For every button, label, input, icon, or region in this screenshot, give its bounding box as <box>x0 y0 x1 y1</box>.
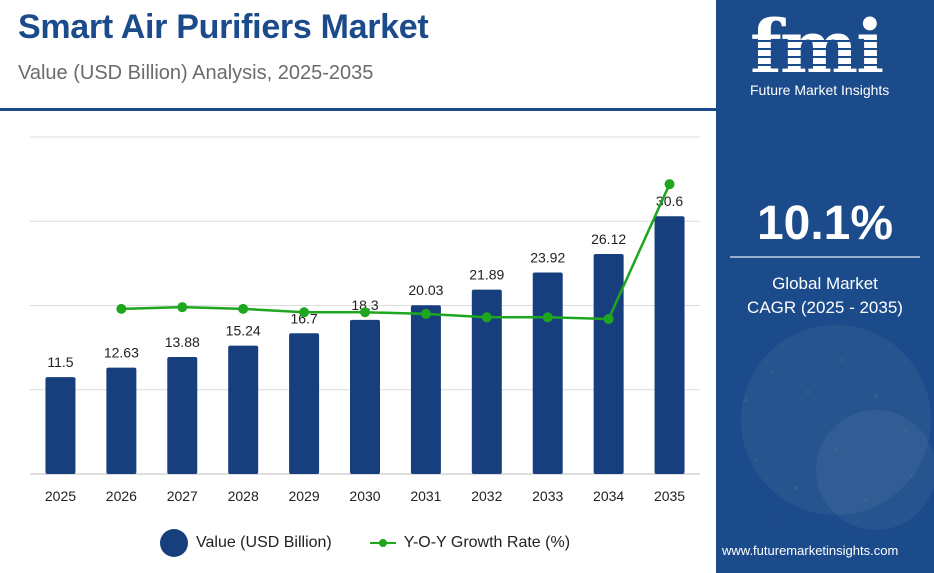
x-tick-2025: 2025 <box>45 488 76 504</box>
data-label-2034: 26.12 <box>591 231 626 247</box>
growth-point-2029 <box>299 307 310 318</box>
bar-2033 <box>532 272 563 474</box>
logo-stripes <box>750 34 910 82</box>
bar-2031 <box>410 305 441 474</box>
x-tick-2034: 2034 <box>593 488 624 504</box>
x-tick-2032: 2032 <box>471 488 502 504</box>
bar-2026 <box>106 367 137 474</box>
website-link[interactable]: www.futuremarketinsights.com <box>722 543 899 558</box>
data-label-2029: 16.7 <box>290 310 317 326</box>
bar-2034 <box>593 253 624 474</box>
cagr-label-line2: CAGR (2025 - 2035) <box>747 298 903 317</box>
growth-point-2031 <box>420 308 431 319</box>
data-label-2027: 13.88 <box>165 334 200 350</box>
legend-item-value: Value (USD Billion) <box>160 529 332 557</box>
logo-icon: fmi <box>750 8 910 88</box>
growth-point-2026 <box>116 303 127 314</box>
cagr-label: Global Market CAGR (2025 - 2035) <box>716 272 934 320</box>
growth-point-2033 <box>542 312 553 323</box>
bar-2028 <box>228 345 259 474</box>
bar-2035 <box>654 216 685 474</box>
header: Smart Air Purifiers Market Value (USD Bi… <box>0 0 716 112</box>
sidebar: fmi Future Market Insights 10.1% Global … <box>716 0 934 573</box>
cagr-value: 10.1% <box>756 197 894 250</box>
x-tick-2033: 2033 <box>532 488 563 504</box>
data-label-2031: 20.03 <box>408 282 443 298</box>
x-tick-2031: 2031 <box>410 488 441 504</box>
data-label-2032: 21.89 <box>469 267 504 283</box>
x-tick-2027: 2027 <box>167 488 198 504</box>
legend-item-growth: Y-O-Y Growth Rate (%) <box>369 534 571 552</box>
x-tick-2028: 2028 <box>228 488 259 504</box>
header-divider <box>0 108 716 111</box>
bar-2030 <box>350 319 380 474</box>
growth-line <box>121 183 671 321</box>
bar-2029 <box>289 333 320 474</box>
data-label-2026: 12.63 <box>104 345 139 361</box>
chart-subtitle: Value (USD Billion) Analysis, 2025-2035 <box>18 62 374 84</box>
data-label-2030: 18.3 <box>351 297 378 313</box>
growth-point-2028 <box>238 303 249 314</box>
cagr-label-line1: Global Market <box>772 274 878 293</box>
legend-label-growth: Y-O-Y Growth Rate (%) <box>403 534 571 551</box>
bar-2032 <box>471 289 502 474</box>
growth-point-2035 <box>664 179 675 190</box>
growth-point-2030 <box>360 307 370 318</box>
globe-icon <box>741 325 934 530</box>
data-label-2033: 23.92 <box>530 249 565 265</box>
data-label-2028: 15.24 <box>226 323 261 339</box>
legend-bar-swatch <box>160 529 188 557</box>
x-tick-2030: 2030 <box>349 488 380 504</box>
chart-svg: 11.5 2025 12.63 2026 13.88 2027 15.24 2028 16.7 2… <box>30 136 700 504</box>
x-tick-2029: 2029 <box>289 488 320 504</box>
legend-line-swatch <box>369 537 396 549</box>
growth-point-2027 <box>177 302 188 313</box>
brand-name: Future Market Insights <box>750 82 890 98</box>
data-label-2025: 11.5 <box>47 354 73 370</box>
chart-area: 11.5 2025 12.63 2026 13.88 2027 15.24 2028 16.7 2… <box>0 112 716 573</box>
growth-point-2032 <box>481 312 492 323</box>
bar-2027 <box>167 357 198 474</box>
legend-label-value: Value (USD Billion) <box>196 534 332 551</box>
chart-title: Smart Air Purifiers Market <box>18 8 429 46</box>
cagr-divider <box>730 256 920 258</box>
x-tick-2026: 2026 <box>106 488 137 504</box>
chart-legend: Value (USD Billion) Y-O-Y Growth Rate (%… <box>160 528 570 558</box>
x-tick-2035: 2035 <box>654 488 685 504</box>
growth-point-2034 <box>603 313 614 324</box>
bar-2025 <box>45 377 76 474</box>
